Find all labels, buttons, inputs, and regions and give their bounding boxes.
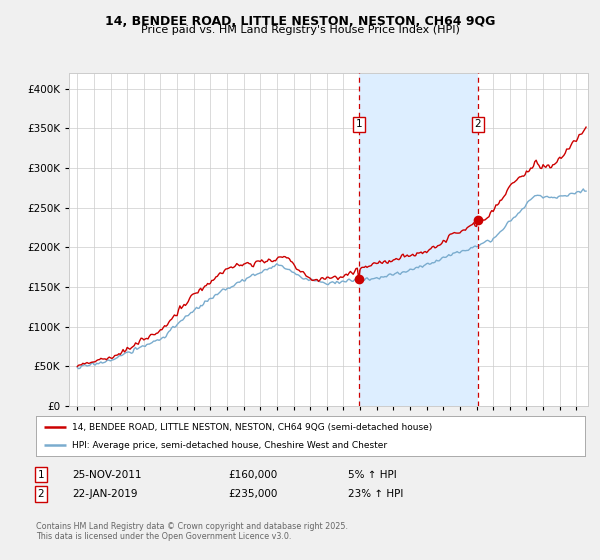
Text: 2: 2 [37,489,44,499]
Text: 1: 1 [355,119,362,129]
Text: 2: 2 [475,119,481,129]
Text: Price paid vs. HM Land Registry's House Price Index (HPI): Price paid vs. HM Land Registry's House … [140,25,460,35]
Text: 25-NOV-2011: 25-NOV-2011 [72,470,142,480]
Text: £160,000: £160,000 [228,470,277,480]
Text: HPI: Average price, semi-detached house, Cheshire West and Chester: HPI: Average price, semi-detached house,… [71,441,387,450]
Text: £235,000: £235,000 [228,489,277,499]
Text: 5% ↑ HPI: 5% ↑ HPI [348,470,397,480]
Text: 14, BENDEE ROAD, LITTLE NESTON, NESTON, CH64 9QG: 14, BENDEE ROAD, LITTLE NESTON, NESTON, … [105,15,495,27]
Text: 22-JAN-2019: 22-JAN-2019 [72,489,137,499]
Bar [359,73,478,406]
Text: 23% ↑ HPI: 23% ↑ HPI [348,489,403,499]
Text: 1: 1 [37,470,44,480]
Text: Contains HM Land Registry data © Crown copyright and database right 2025.
This d: Contains HM Land Registry data © Crown c… [36,522,348,542]
Text: 14, BENDEE ROAD, LITTLE NESTON, NESTON, CH64 9QG (semi-detached house): 14, BENDEE ROAD, LITTLE NESTON, NESTON, … [71,423,432,432]
